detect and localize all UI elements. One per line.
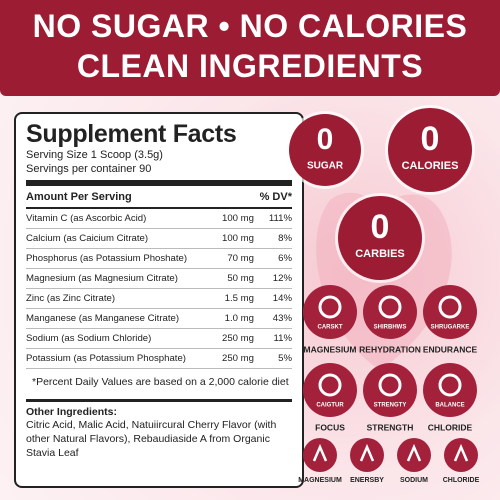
amount: 100 mg bbox=[222, 213, 254, 224]
icon-label: SODIUM bbox=[400, 477, 428, 484]
badge-circle bbox=[289, 114, 361, 186]
icon-text: CAIGTUR bbox=[316, 403, 344, 409]
amount: 250 mg bbox=[222, 333, 254, 344]
facts-row: Zinc (as Zinc Citrate) 1.5 mg 14% bbox=[26, 289, 292, 309]
nutrient: Vitamin C (as Ascorbic Acid) bbox=[26, 213, 147, 224]
icon-text: BALANCE bbox=[435, 403, 464, 409]
nutrient: Manganese (as Manganese Citrate) bbox=[26, 313, 180, 324]
icon-text: STRENGTY bbox=[374, 403, 407, 409]
facts-row: Magnesium (as Magnesium Citrate) 50 mg 12% bbox=[26, 269, 292, 289]
nutrient: Potassium (as Potassium Phosphate) bbox=[26, 353, 186, 364]
amount: 1.0 mg bbox=[224, 313, 254, 324]
daily-value: 5% bbox=[278, 353, 292, 364]
facts-row: Sodium (as Sodium Chloride) 250 mg 11% bbox=[26, 329, 292, 349]
icon-circle bbox=[397, 438, 431, 472]
icon-label: CHLORIDE bbox=[443, 477, 480, 484]
facts-title: Supplement Facts bbox=[26, 120, 237, 148]
icon-circle bbox=[350, 438, 384, 472]
icon-label: MAGNESIUM bbox=[298, 477, 342, 484]
nutrient: Phosphorus (as Potassium Phoshate) bbox=[26, 253, 188, 264]
nutrient: Zinc (as Zinc Citrate) bbox=[26, 293, 116, 304]
daily-value: 14% bbox=[272, 293, 292, 304]
amount: 1.5 mg bbox=[224, 293, 254, 304]
icon-circle bbox=[423, 363, 477, 417]
column-label: Amount Per Serving bbox=[26, 191, 132, 203]
icon-circle bbox=[363, 363, 417, 417]
nutrient: Magnesium (as Magnesium Citrate) bbox=[26, 273, 178, 284]
headline: NO SUGAR • NO CALORIES bbox=[32, 8, 468, 44]
daily-value: 43% bbox=[272, 313, 292, 324]
facts-row: Manganese (as Manganese Citrate) 1.0 mg 43… bbox=[26, 309, 292, 329]
nutrient: Sodium (as Sodium Chloride) bbox=[26, 333, 152, 344]
other-title: Other Ingredients: bbox=[26, 406, 118, 418]
other-text: Citric Acid, Malic Acid, Natuiircural Ch… bbox=[26, 419, 277, 459]
icon-circle bbox=[303, 363, 357, 417]
icon-circle bbox=[423, 285, 477, 339]
facts-row: Potassium (as Potassium Phosphate) 250 mg… bbox=[26, 349, 292, 369]
daily-value: 8% bbox=[278, 233, 292, 244]
divider bbox=[26, 180, 292, 186]
daily-value: 6% bbox=[278, 253, 292, 264]
amount: 70 mg bbox=[227, 253, 254, 264]
footnote: *Percent Daily Values are based on a 2,0… bbox=[32, 376, 289, 388]
badge-number: 0 bbox=[317, 123, 334, 156]
badge-number: 0 bbox=[421, 120, 440, 158]
icon-label: ENDURANCE bbox=[423, 344, 478, 354]
badge-number: 0 bbox=[371, 208, 390, 246]
icon-circle bbox=[444, 438, 478, 472]
icon-glyph bbox=[378, 373, 402, 397]
column-label: % DV* bbox=[259, 191, 292, 203]
headline: CLEAN INGREDIENTS bbox=[76, 48, 424, 84]
facts-rows: Vitamin C (as Ascorbic Acid) 100 mg 111% Ca… bbox=[26, 209, 292, 369]
nutrient: Calcium (as Caicium Citrate) bbox=[26, 233, 149, 244]
table-header: Amount Per Serving % DV* bbox=[26, 189, 292, 209]
icon-label: STRENGTH bbox=[367, 422, 414, 432]
icon-text: CARSKT bbox=[318, 325, 343, 331]
facts-row: Phosphorus (as Potassium Phoshate) 70 mg 6… bbox=[26, 249, 292, 269]
badge-label: SUGAR bbox=[307, 161, 344, 172]
facts-row: Vitamin C (as Ascorbic Acid) 100 mg 111% bbox=[26, 209, 292, 229]
amount: 250 mg bbox=[222, 353, 254, 364]
icon-glyph bbox=[312, 443, 328, 462]
icon-text: SHIRBHWS bbox=[374, 325, 407, 331]
icon-glyph bbox=[438, 295, 462, 319]
icon-text: SHRUGARKE bbox=[431, 325, 470, 331]
amount: 100 mg bbox=[222, 233, 254, 244]
icon-glyph bbox=[318, 295, 342, 319]
daily-value: 12% bbox=[272, 273, 292, 284]
divider bbox=[26, 399, 292, 402]
icon-glyph bbox=[318, 373, 342, 397]
serving-size: Serving Size 1 Scoop (3.5g) bbox=[26, 149, 163, 161]
icon-circle bbox=[303, 285, 357, 339]
icon-circle bbox=[363, 285, 417, 339]
icon-glyph bbox=[359, 443, 375, 462]
supplement-facts: Supplement Facts Serving Size 1 Scoop (3… bbox=[14, 112, 304, 488]
icon-glyph bbox=[406, 443, 422, 462]
badge-label: CALORIES bbox=[402, 160, 459, 172]
icon-label: REHYDRATION bbox=[359, 344, 421, 354]
icon-glyph bbox=[378, 295, 402, 319]
icon-glyph bbox=[438, 373, 462, 397]
badge-circle bbox=[338, 196, 422, 280]
icon-label: CHLORIDE bbox=[428, 422, 473, 432]
daily-value: 111% bbox=[268, 213, 292, 224]
icon-label: ENERSBY bbox=[350, 477, 384, 484]
icon-label: MAGNESIUM bbox=[304, 344, 357, 354]
amount: 50 mg bbox=[227, 273, 254, 284]
icon-glyph bbox=[453, 443, 469, 462]
badge-label: CARBIES bbox=[355, 248, 405, 260]
facts-row: Calcium (as Caicium Citrate) 100 mg 8% bbox=[26, 229, 292, 249]
banner: NO SUGAR • NO CALORIES CLEAN INGREDIENTS bbox=[0, 0, 500, 96]
icon-label: FOCUS bbox=[315, 422, 345, 432]
daily-value: 11% bbox=[273, 333, 293, 344]
servings: Servings per container 90 bbox=[26, 163, 152, 175]
icon-circle bbox=[303, 438, 337, 472]
badge-circle bbox=[388, 108, 472, 192]
